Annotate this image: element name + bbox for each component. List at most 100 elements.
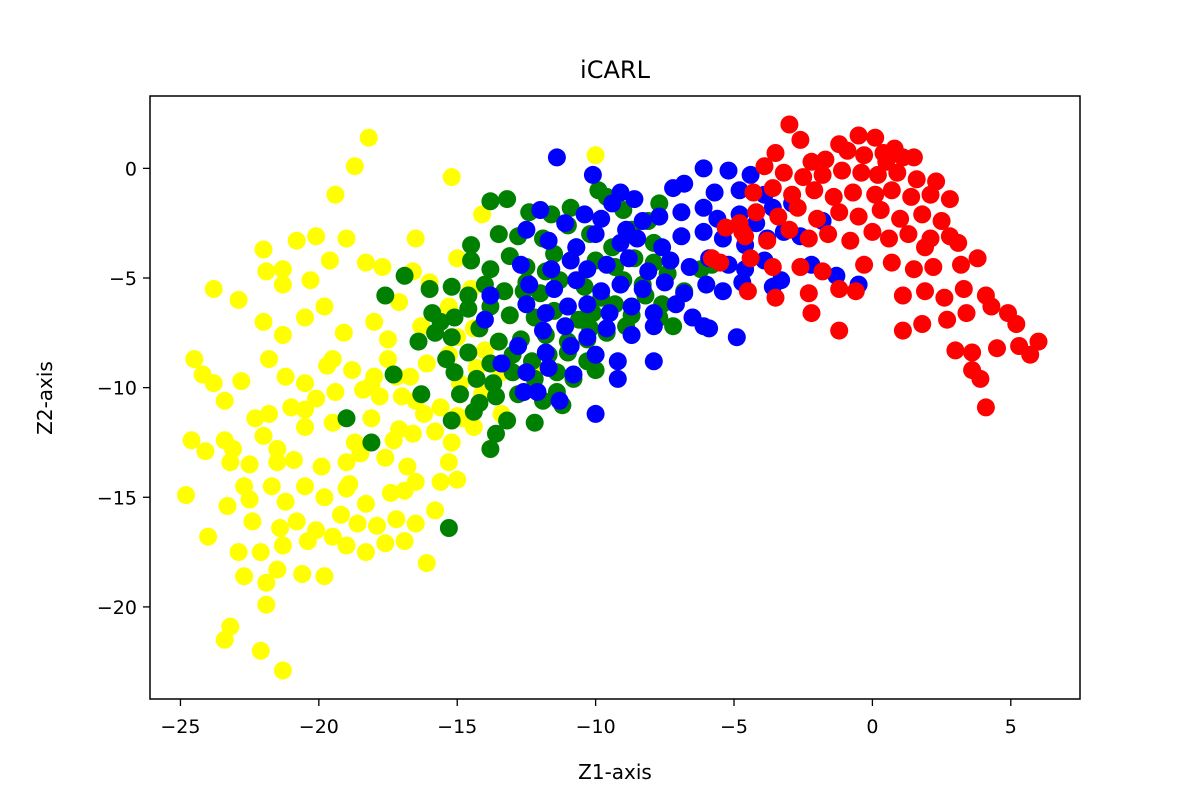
scatter-point bbox=[644, 317, 663, 336]
scatter-point bbox=[650, 194, 669, 213]
scatter-point bbox=[273, 661, 292, 680]
scatter-point bbox=[536, 304, 555, 323]
scatter-point bbox=[547, 148, 566, 167]
scatter-point bbox=[229, 543, 248, 562]
scatter-point bbox=[260, 404, 278, 423]
scatter-point bbox=[390, 420, 409, 439]
scatter-point bbox=[379, 350, 397, 369]
scatter-point bbox=[871, 201, 890, 219]
scatter-point bbox=[833, 161, 851, 180]
scatter-point bbox=[481, 286, 500, 305]
scatter-point bbox=[199, 527, 218, 546]
scatter-point bbox=[824, 187, 843, 206]
scatter-point bbox=[813, 165, 832, 184]
y-tick-label: −15 bbox=[97, 487, 137, 509]
scatter-point bbox=[381, 483, 400, 502]
scatter-point bbox=[882, 181, 901, 200]
scatter-point bbox=[952, 255, 970, 274]
scatter-point bbox=[819, 225, 838, 244]
scatter-point bbox=[550, 391, 569, 410]
scatter-point bbox=[489, 225, 508, 244]
scatter-point bbox=[799, 284, 818, 303]
scatter-point bbox=[808, 209, 827, 228]
scatter-point bbox=[517, 220, 536, 239]
scatter-point bbox=[517, 363, 536, 382]
scatter-point bbox=[215, 630, 234, 649]
scatter-point bbox=[326, 185, 345, 204]
scatter-point bbox=[417, 354, 436, 373]
scatter-point bbox=[251, 641, 270, 660]
scatter-point bbox=[844, 183, 862, 202]
scatter-point bbox=[633, 280, 652, 298]
scatter-point bbox=[622, 326, 641, 344]
scatter-point bbox=[323, 527, 342, 546]
scatter-point bbox=[866, 128, 885, 147]
scatter-point bbox=[556, 317, 575, 336]
scatter-point bbox=[376, 534, 395, 553]
scatter-point bbox=[498, 411, 517, 430]
scatter-point bbox=[619, 249, 638, 268]
x-tick-label: −25 bbox=[160, 716, 200, 738]
scatter-point bbox=[531, 201, 550, 219]
scatter-point bbox=[888, 163, 907, 182]
scatter-point bbox=[799, 229, 818, 248]
scatter-point bbox=[763, 258, 782, 276]
scatter-point bbox=[713, 282, 732, 301]
scatter-point bbox=[655, 273, 674, 292]
scatter-point bbox=[273, 536, 292, 555]
scatter-point bbox=[639, 262, 658, 281]
scatter-point bbox=[863, 222, 882, 241]
plot-frame bbox=[149, 95, 1081, 700]
scatter-point bbox=[603, 194, 622, 213]
scatter-point bbox=[1007, 315, 1026, 333]
scatter-point bbox=[830, 321, 849, 340]
scatter-point bbox=[719, 161, 738, 180]
scatter-point bbox=[356, 253, 375, 272]
scatter-point bbox=[772, 271, 791, 290]
scatter-point bbox=[487, 424, 505, 443]
scatter-point bbox=[315, 488, 334, 507]
y-axis-ticks: 0 −5 −10 −15 −20 bbox=[97, 158, 150, 619]
scatter-point bbox=[891, 209, 910, 228]
scatter-point bbox=[215, 391, 234, 410]
y-tick-label: −20 bbox=[97, 597, 137, 619]
scatter-point bbox=[315, 567, 334, 586]
scatter-point bbox=[608, 369, 627, 388]
scatter-point bbox=[298, 532, 317, 551]
scatter-point bbox=[899, 225, 918, 244]
scatter-point bbox=[802, 152, 821, 171]
scatter-point bbox=[398, 457, 417, 476]
scatter-point bbox=[694, 159, 713, 178]
scatter-point bbox=[498, 190, 517, 209]
scatter-point bbox=[597, 319, 616, 338]
scatter-point bbox=[426, 501, 445, 520]
data-points bbox=[177, 115, 1048, 680]
scatter-point bbox=[511, 255, 530, 274]
scatter-point bbox=[395, 532, 414, 551]
scatter-point bbox=[284, 451, 303, 469]
scatter-point bbox=[813, 262, 832, 281]
scatter-point bbox=[240, 490, 259, 509]
scatter-point bbox=[949, 233, 968, 252]
scatter-point bbox=[326, 383, 345, 401]
scatter-point bbox=[448, 249, 467, 268]
y-tick-label: 0 bbox=[125, 158, 137, 180]
scatter-point bbox=[412, 317, 431, 336]
scatter-point bbox=[287, 231, 306, 250]
scatter-point bbox=[805, 181, 824, 200]
scatter-point bbox=[802, 304, 821, 323]
scatter-point bbox=[240, 455, 259, 474]
scatter-point bbox=[323, 413, 342, 432]
scatter-point bbox=[257, 262, 276, 281]
scatter-point bbox=[700, 319, 719, 338]
scatter-point bbox=[392, 387, 411, 406]
scatter-point bbox=[514, 383, 533, 401]
scatter-point bbox=[988, 339, 1006, 358]
scatter-point bbox=[257, 595, 276, 614]
scatter-point bbox=[376, 448, 395, 467]
scatter-point bbox=[539, 231, 558, 250]
scatter-point bbox=[268, 453, 287, 472]
scatter-point bbox=[431, 312, 450, 331]
scatter-point bbox=[445, 308, 464, 327]
x-tick-label: 5 bbox=[1005, 716, 1017, 738]
